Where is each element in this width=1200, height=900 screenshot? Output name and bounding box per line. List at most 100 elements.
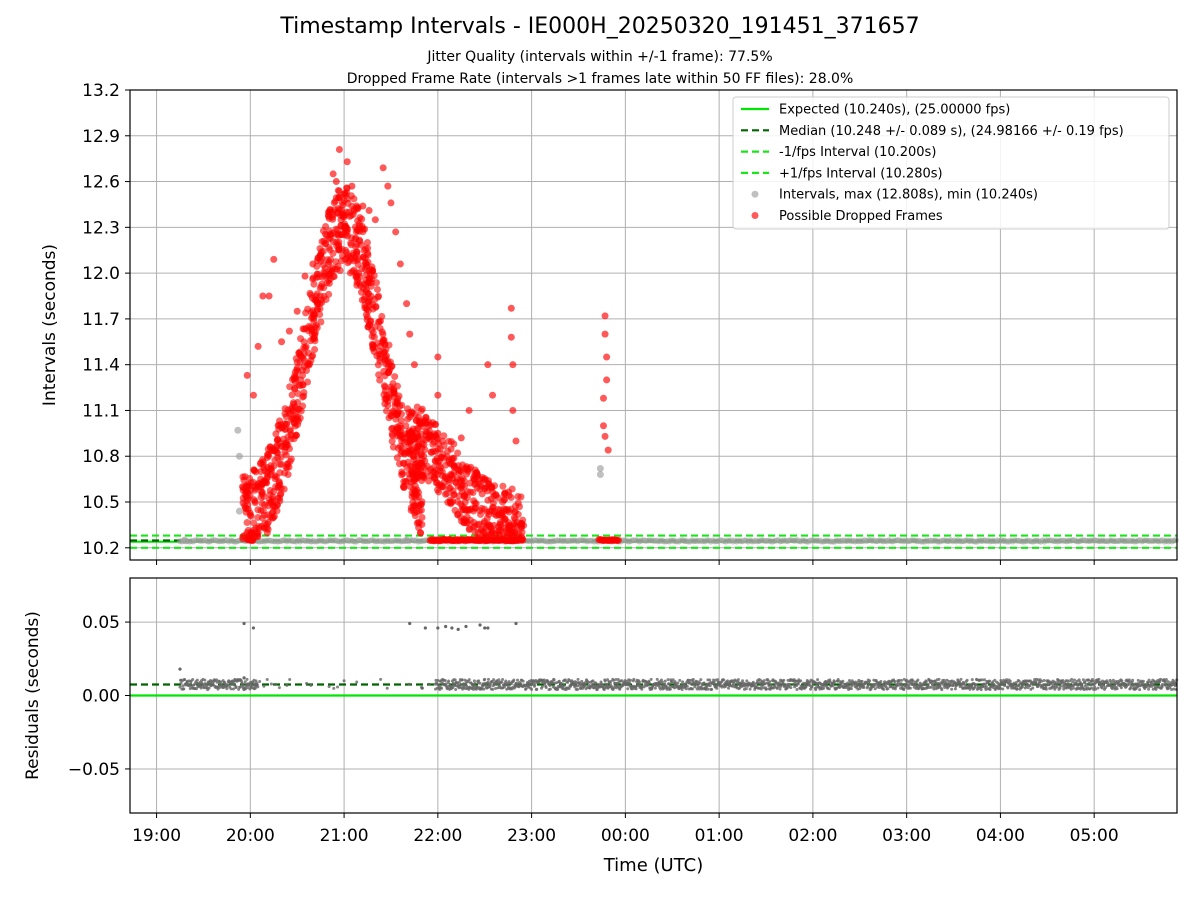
- dropped-frame-point: [601, 330, 609, 338]
- residual-point: [953, 687, 957, 691]
- dropped-frame-point: [281, 469, 289, 477]
- residual-point: [762, 679, 766, 683]
- residual-point: [285, 683, 289, 687]
- residual-point: [1034, 680, 1038, 684]
- residual-point: [576, 688, 580, 692]
- residual-point: [440, 686, 444, 690]
- dropped-frame-point: [500, 496, 508, 504]
- residual-point: [948, 684, 952, 688]
- dropped-frame-point: [476, 485, 484, 493]
- residual-point: [1152, 683, 1156, 687]
- residual-point: [932, 685, 936, 689]
- residual-point: [183, 678, 187, 682]
- dropped-frame-point: [466, 479, 474, 487]
- residual-point: [226, 683, 230, 687]
- interval-point: [596, 471, 604, 479]
- dropped-frame-point: [422, 419, 430, 427]
- dropped-frame-point: [336, 206, 344, 214]
- residual-point: [573, 685, 577, 689]
- residual-point: [309, 683, 313, 687]
- dropped-frame-point: [326, 234, 334, 242]
- dropped-frame-point: [494, 536, 502, 544]
- residual-point: [691, 677, 695, 681]
- residual-point: [203, 678, 207, 682]
- dropped-frame-point: [268, 514, 276, 522]
- residual-point: [698, 681, 702, 685]
- residual-point: [497, 678, 501, 682]
- residual-point: [663, 679, 667, 683]
- dropped-frame-point: [299, 393, 307, 401]
- dropped-frame-point: [455, 492, 463, 500]
- dropped-frame-point: [402, 422, 410, 430]
- residual-point: [591, 679, 595, 683]
- residual-point: [1097, 677, 1101, 681]
- residual-point: [1119, 686, 1123, 690]
- residual-point: [924, 680, 928, 684]
- residual-point: [916, 678, 920, 682]
- residual-point: [970, 685, 974, 689]
- residual-point: [993, 678, 997, 682]
- residual-point: [478, 681, 482, 685]
- dropped-frame-point: [406, 482, 414, 490]
- residual-point: [998, 684, 1002, 688]
- residual-point: [1055, 685, 1059, 689]
- residual-point: [1146, 681, 1150, 685]
- dropped-frame-point: [429, 419, 437, 427]
- residual-point: [668, 687, 672, 691]
- dropped-frame-point: [246, 509, 254, 517]
- chart-subtitle-dropped: Dropped Frame Rate (intervals >1 frames …: [346, 71, 854, 87]
- residual-point: [741, 679, 745, 683]
- residual-point: [1109, 680, 1113, 684]
- residual-point: [1106, 681, 1110, 685]
- dropped-frame-point: [387, 199, 395, 207]
- residual-point: [846, 681, 850, 685]
- residual-point: [685, 684, 689, 688]
- dropped-frame-point: [361, 259, 369, 267]
- dropped-frame-point: [271, 456, 279, 464]
- dropped-frame-point: [353, 281, 361, 289]
- residual-point: [1154, 687, 1158, 691]
- residual-point: [841, 679, 845, 683]
- residual-point: [965, 678, 969, 682]
- dropped-frame-point: [270, 462, 278, 470]
- residual-point: [500, 680, 504, 684]
- dropped-frame-point: [304, 378, 312, 386]
- dropped-frame-point: [243, 494, 251, 502]
- dropped-frame-point: [478, 525, 486, 533]
- dropped-frame-point: [366, 317, 374, 325]
- dropped-frame-point: [463, 513, 471, 521]
- dropped-frame-point: [339, 213, 347, 221]
- residual-point: [557, 679, 561, 683]
- residual-point: [796, 682, 800, 686]
- residual-point: [934, 681, 938, 685]
- residual-point: [632, 677, 636, 681]
- interval-point: [234, 426, 242, 434]
- residual-point: [179, 681, 183, 685]
- dropped-frame-point: [467, 463, 475, 471]
- dropped-frame-point: [457, 434, 465, 442]
- dropped-frame-point: [382, 353, 390, 361]
- residual-point: [544, 686, 548, 690]
- residual-point: [787, 682, 791, 686]
- residual-point: [1091, 679, 1095, 683]
- dropped-frame-point: [332, 194, 340, 202]
- residual-point: [490, 680, 494, 684]
- dropped-frame-point: [382, 407, 390, 415]
- residual-point: [940, 688, 944, 692]
- dropped-frame-point: [466, 488, 474, 496]
- residual-point: [637, 680, 641, 684]
- residual-point: [628, 682, 632, 686]
- dropped-frame-point: [599, 422, 607, 430]
- dropped-frame-point: [286, 457, 294, 465]
- dropped-frame-point: [257, 507, 265, 515]
- dropped-frame-point: [453, 498, 461, 506]
- residual-point: [459, 683, 463, 687]
- dropped-frame-point: [365, 289, 373, 297]
- dropped-frame-point: [335, 146, 343, 154]
- legend-label: -1/fps Interval (10.200s): [779, 145, 936, 160]
- residual-point: [1163, 680, 1167, 684]
- residual-point: [897, 678, 901, 682]
- residual-point: [759, 687, 763, 691]
- residual-point: [959, 677, 963, 681]
- dropped-frame-point: [340, 190, 348, 198]
